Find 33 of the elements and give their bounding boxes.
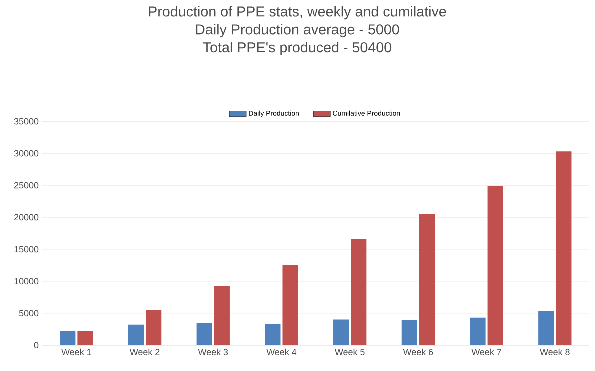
bar bbox=[128, 324, 144, 346]
bar bbox=[470, 318, 486, 346]
y-tick-label: 35000 bbox=[14, 118, 39, 125]
bar bbox=[282, 266, 298, 346]
x-tick-label: Week 4 bbox=[266, 348, 297, 356]
y-tick-label: 20000 bbox=[14, 214, 39, 221]
x-tick-label: Week 2 bbox=[130, 348, 160, 356]
bar bbox=[334, 320, 350, 346]
y-tick-label: 5000 bbox=[19, 310, 39, 317]
bar bbox=[78, 331, 94, 346]
y-tick-label: 0 bbox=[34, 342, 39, 349]
bar bbox=[402, 320, 418, 346]
x-tick-label: Week 5 bbox=[335, 348, 365, 356]
bar bbox=[265, 324, 281, 346]
bar bbox=[214, 286, 230, 346]
bar bbox=[196, 323, 212, 346]
bar bbox=[556, 152, 572, 346]
bar bbox=[488, 186, 504, 346]
bar bbox=[60, 331, 76, 346]
chart-title: Production of PPE stats, weekly and cumilative Daily Production average - 5000 Total PPE's produced - 50400 bbox=[149, 6, 446, 56]
bar bbox=[538, 312, 554, 346]
y-tick-label: 25000 bbox=[14, 182, 39, 189]
x-tick-label: Week 6 bbox=[403, 348, 434, 356]
bar bbox=[351, 239, 367, 346]
y-tick-label: 10000 bbox=[14, 278, 39, 285]
y-tick-label: 30000 bbox=[14, 150, 39, 157]
x-tick-label: Week 1 bbox=[62, 348, 92, 356]
bar bbox=[146, 310, 162, 346]
x-tick-label: Week 3 bbox=[198, 348, 228, 356]
x-tick-label: Week 7 bbox=[472, 348, 502, 356]
y-tick-label: 15000 bbox=[14, 246, 39, 253]
bar bbox=[419, 214, 436, 346]
x-tick-label: Week 8 bbox=[540, 348, 570, 356]
